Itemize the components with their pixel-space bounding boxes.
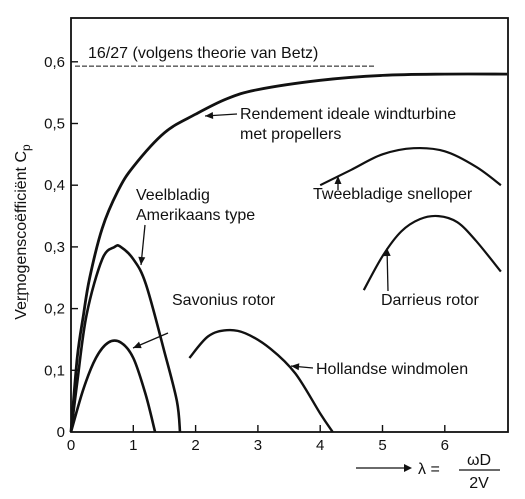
leader-arrowhead — [291, 363, 300, 371]
savonius-curve — [69, 339, 157, 433]
annotation-layer: Rendement ideale windturbine met propelle… — [132, 106, 479, 378]
y-axis-label: Vermogenscoëfficiënt Cp — [13, 144, 33, 320]
x-tick-label: 4 — [316, 437, 324, 454]
leader-arrowhead — [133, 341, 142, 349]
x-axis-fraction-numerator: ωD — [467, 452, 491, 469]
series-label: met propellers — [240, 126, 341, 143]
two-blade-curve — [319, 146, 502, 187]
y-tick-label: 0 — [57, 424, 65, 441]
x-axis-arrow-head — [404, 464, 412, 472]
x-tick-label: 2 — [191, 437, 199, 454]
series-label: Tweebladige snelloper — [313, 186, 473, 203]
dutch-windmill-curve — [188, 328, 334, 433]
y-tick-label: 0,1 — [44, 362, 65, 379]
series-label: Rendement ideale windturbine — [240, 106, 456, 123]
y-tick-label: 0,3 — [44, 239, 65, 256]
y-tick-label: 0,4 — [44, 177, 65, 194]
plot-frame — [70, 17, 509, 433]
series-label: Savonius rotor — [172, 292, 276, 309]
y-tick-label: 0,6 — [44, 54, 65, 71]
axis-ticks: 0 1 2 3 4 5 6 0 0,1 0,2 0,3 0,4 0,5 0,6 — [44, 54, 449, 454]
series-layer — [69, 65, 508, 433]
series-label: Darrieus rotor — [381, 292, 479, 309]
x-tick-label: 3 — [254, 437, 262, 454]
x-tick-label: 5 — [378, 437, 386, 454]
y-tick-label: 0,5 — [44, 116, 65, 133]
leader-arrowhead — [205, 112, 214, 119]
series-label: Hollandse windmolen — [316, 361, 468, 378]
betz-label: 16/27 (volgens theorie van Betz) — [88, 45, 318, 62]
leader-arrowhead — [138, 256, 146, 265]
x-tick-label: 1 — [129, 437, 137, 454]
x-axis-fraction-denominator: 2V — [469, 475, 489, 492]
leader-arrowhead — [383, 248, 391, 257]
darrieus-curve — [362, 214, 502, 291]
series-label: Amerikaans type — [136, 207, 255, 224]
series-label: Veelbladig — [136, 187, 210, 204]
x-tick-label: 6 — [441, 437, 449, 454]
ideal-turbine-curve — [69, 72, 508, 433]
leader-arrowhead — [334, 176, 342, 184]
x-tick-label: 0 — [67, 437, 75, 454]
y-axis-arrow: → — [17, 289, 34, 305]
y-axis-arrow-glyph: → — [17, 289, 34, 305]
multiblade-american-curve — [69, 244, 182, 433]
y-axis-title: Vermogenscoëfficiënt Cp — [13, 144, 33, 320]
y-tick-label: 0,2 — [44, 301, 65, 318]
x-axis-title: λ = — [418, 461, 440, 478]
